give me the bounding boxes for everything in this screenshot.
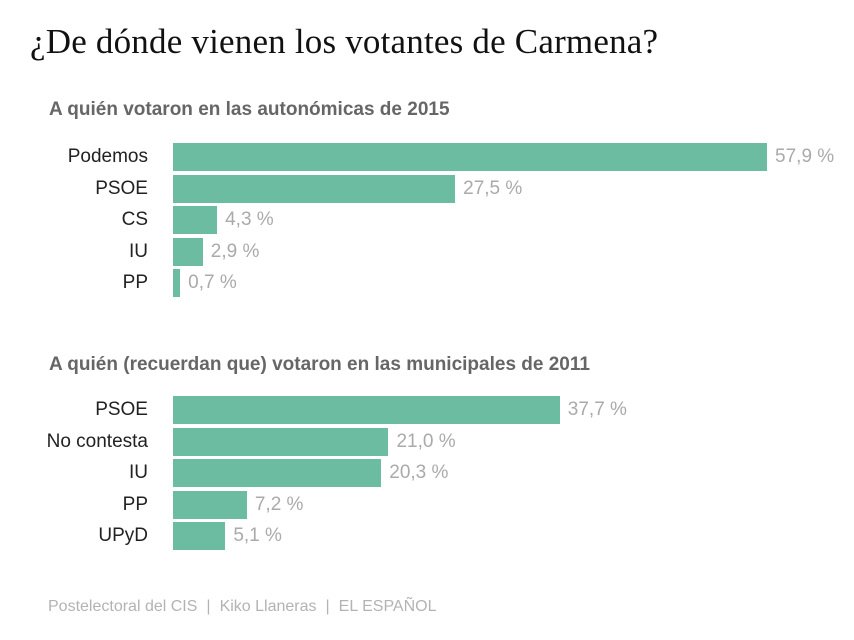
bar-row: CS 4,3 % (0, 206, 854, 235)
footer-outlet: EL ESPAÑOL (338, 598, 437, 615)
value-label: 27,5 % (463, 177, 523, 199)
bar-row: PSOE 37,7 % (0, 396, 854, 424)
value-label: 37,7 % (567, 399, 627, 420)
value-label: 0,7 % (188, 272, 237, 294)
value-label: 21,0 % (396, 430, 456, 452)
bar (173, 490, 247, 519)
bar-row: PSOE 27,5 % (0, 174, 854, 203)
value-label: 2,9 % (210, 240, 260, 262)
value-label: 4,3 % (225, 209, 274, 231)
category-label: PSOE (95, 399, 148, 420)
category-label: IU (129, 462, 148, 484)
page-title: ¿De dónde vienen los votantes de Carmena… (30, 22, 659, 61)
footer-credits: Postelectoral del CIS | Kiko Llaneras | EL E… (48, 598, 437, 616)
bar (173, 427, 389, 456)
category-label: No contesta (46, 430, 148, 452)
bar (173, 396, 560, 424)
bar (173, 206, 218, 235)
bar-row: IU 20,3 % (0, 459, 854, 488)
bar-row: IU 2,9 % (0, 237, 854, 266)
value-label: 5,1 % (233, 525, 282, 547)
category-label: PP (122, 493, 148, 515)
bar (173, 237, 203, 266)
footer-source: Postelectoral del CIS (48, 598, 198, 615)
category-label: Podemos (67, 146, 148, 167)
chart-1-subtitle: A quién votaron en las autonómicas de 20… (49, 99, 450, 120)
chart-2-subtitle: A quién (recuerdan que) votaron en las m… (49, 354, 590, 375)
footer-author: Kiko Llaneras (219, 598, 317, 615)
category-label: UPyD (98, 525, 148, 547)
bar (173, 174, 456, 203)
category-label: IU (129, 240, 148, 262)
bar (173, 269, 181, 298)
footer-separator: | (206, 598, 211, 615)
value-label: 57,9 % (775, 146, 835, 167)
bar-row: No contesta 21,0 % (0, 427, 854, 456)
category-label: PP (122, 272, 148, 294)
bar (173, 459, 382, 488)
value-label: 20,3 % (389, 462, 449, 484)
category-label: PSOE (95, 177, 148, 199)
bar (173, 143, 768, 171)
value-label: 7,2 % (254, 493, 304, 515)
footer-separator: | (325, 598, 330, 615)
bar-row: Podemos 57,9 % (0, 143, 854, 171)
bar-row: PP 7,2 % (0, 490, 854, 519)
category-label: CS (121, 209, 148, 231)
bar (173, 522, 226, 551)
bar-row: PP 0,7 % (0, 269, 854, 298)
bar-row: UPyD 5,1 % (0, 522, 854, 551)
